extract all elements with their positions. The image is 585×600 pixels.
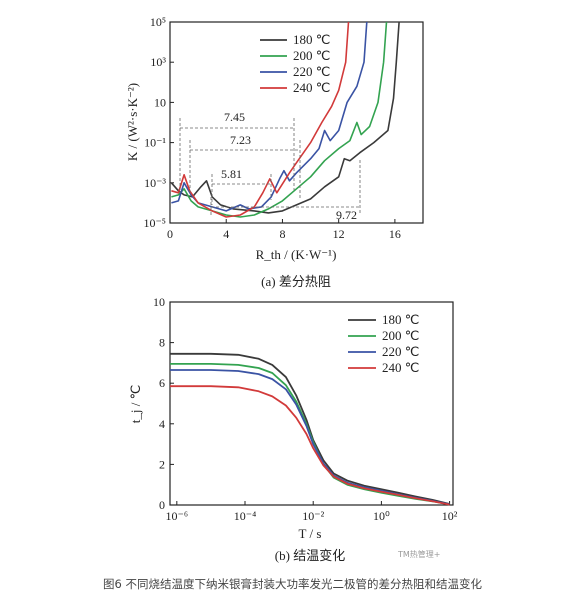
x-tick-label-a-4: 16 [389,227,401,241]
series-a-line-1 [170,21,400,214]
x-tick-label-b-4: 10² [442,509,458,523]
y-tick-label-b-2: 4 [159,417,165,431]
annotation-5-81: 5.81 [221,167,242,181]
legend-a-label-2: 200 ℃ [293,48,330,63]
y-tick-label-a-5: 10⁵ [150,15,166,29]
x-tick-label-a-1: 4 [223,227,229,241]
chart-junction-temperature: 10⁻⁶ 10⁻⁴ 10⁻² 10⁰ 10² 0 2 4 6 8 10 180 ℃ 200 ℃ 22… [128,295,458,563]
y-tick-label-b-3: 6 [159,376,165,390]
annotations-a [179,118,361,215]
series-a-line-2 [171,21,388,218]
series-b-line-1 [170,352,450,505]
legend-b-label-1: 180 ℃ [382,312,419,327]
legend-a-label-4: 240 ℃ [293,80,330,95]
series-a-line-3 [171,21,368,212]
ticks-a: 0 4 8 12 16 10⁻⁵ 10⁻³ 10⁻¹ 10 10³ 10⁵ [143,15,400,241]
annotation-7-45: 7.45 [224,110,245,124]
x-axis-label-a: R_th / (K·W⁻¹) [256,247,337,262]
series-b-line-4 [170,385,450,506]
x-tick-label-b-3: 10⁰ [373,509,390,523]
figure-caption: 图6 不同烧结温度下纳米银膏封装大功率发光二极管的差分热阻和结温变化 [103,577,482,591]
legend-b-label-2: 200 ℃ [382,328,419,343]
legend-a: 180 ℃ 200 ℃ 220 ℃ 240 ℃ [260,32,330,95]
series-group-b [170,352,450,506]
y-tick-label-a-1: 10⁻³ [144,176,166,190]
y-tick-label-a-4: 10³ [150,55,166,69]
watermark: TM热管理+ [398,550,441,559]
y-tick-label-b-4: 8 [159,336,165,350]
x-axis-label-b: T / s [299,526,322,541]
legend-b-label-3: 220 ℃ [382,344,419,359]
x-tick-label-b-0: 10⁻⁶ [166,509,189,523]
series-group-a [170,21,400,218]
x-tick-label-b-2: 10⁻² [302,509,324,523]
panel-a-caption: (a) 差分热阻 [261,274,331,289]
y-tick-label-b-1: 2 [159,457,165,471]
annotation-9-72: 9.72 [336,208,357,222]
plot-frame-a [169,21,424,224]
ticks-b: 10⁻⁶ 10⁻⁴ 10⁻² 10⁰ 10² 0 2 4 6 8 10 [153,295,458,523]
series-a-line-4 [171,21,350,218]
legend-b-label-4: 240 ℃ [382,360,419,375]
x-tick-label-a-2: 8 [279,227,285,241]
y-tick-label-a-0: 10⁻⁵ [143,216,166,230]
panel-b-caption: (b) 结温变化 [275,548,345,563]
y-axis-label-b: t_j / ℃ [128,385,143,423]
y-tick-label-b-5: 10 [153,295,165,309]
annotation-7-23: 7.23 [230,133,251,147]
x-tick-label-b-1: 10⁻⁴ [234,509,257,523]
series-b-line-3 [170,369,450,506]
plot-frame-b [169,301,454,506]
legend-b: 180 ℃ 200 ℃ 220 ℃ 240 ℃ [348,312,419,375]
legend-a-label-1: 180 ℃ [293,32,330,47]
y-tick-label-a-3: 10 [154,95,166,109]
y-tick-label-a-2: 10⁻¹ [144,136,166,150]
chart-differential-thermal-resistance: 0 4 8 12 16 10⁻⁵ 10⁻³ 10⁻¹ 10 10³ 10⁵ 7.45 7.23 5.… [125,15,424,289]
x-tick-label-a-3: 12 [333,227,345,241]
legend-a-label-3: 220 ℃ [293,64,330,79]
y-axis-label-a: K / (W²·s·K⁻²) [125,83,140,161]
x-tick-label-a-0: 0 [167,227,173,241]
y-tick-label-b-0: 0 [159,498,165,512]
